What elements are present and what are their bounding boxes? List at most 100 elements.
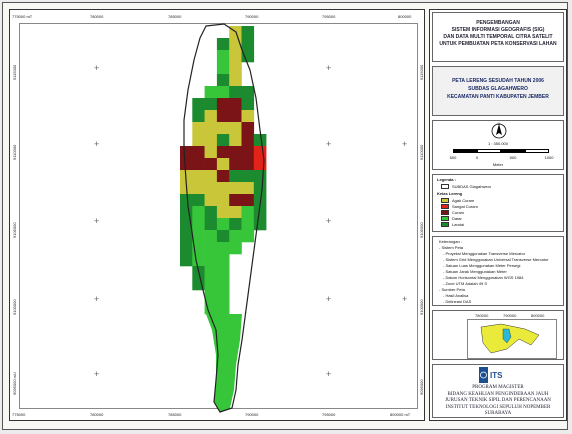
keterangan-line: - Satuan Jarak Menggunakan Meter xyxy=(443,269,507,274)
slope-cell xyxy=(204,170,218,183)
slope-cell xyxy=(241,182,255,195)
slope-cell xyxy=(241,98,255,111)
slope-cell xyxy=(253,146,267,159)
top-tick: 790000 xyxy=(245,14,259,19)
slope-cell xyxy=(204,218,218,231)
slope-cell xyxy=(216,86,230,99)
top-tick: 785000 xyxy=(168,14,182,19)
institution-text: PROGRAM MAGISTER BIDANG KEAHLIAN PENGIND… xyxy=(433,385,563,418)
slope-cell xyxy=(229,158,242,171)
bottom-tick: 785000 xyxy=(168,412,182,417)
legend-swatch xyxy=(441,221,449,227)
slope-cell xyxy=(253,170,267,183)
legend-row: Datar xyxy=(441,215,462,221)
keterangan-line: - Delineasi DAS xyxy=(443,299,472,304)
slope-cell xyxy=(229,98,242,111)
slope-cell xyxy=(204,242,218,255)
slope-cell xyxy=(192,134,205,147)
inset-tick: 780000 xyxy=(475,313,489,318)
slope-cell xyxy=(229,134,242,147)
slope-cell xyxy=(229,170,242,183)
keterangan-line: - Satuan Luas Menggunakan Meter Persegi xyxy=(443,263,521,268)
keterangan-line: - Zone UTM Adalah 49 S xyxy=(443,281,488,286)
legend-label: SUBDAS Glagahwero xyxy=(452,183,492,189)
slope-cell xyxy=(241,134,255,147)
inset-map-box: 780000 790000 800000 xyxy=(432,310,564,360)
slope-cell xyxy=(216,134,230,147)
top-tick: 780000 xyxy=(90,14,104,19)
slope-cell xyxy=(192,158,205,171)
legend-row: Agak Curam xyxy=(441,197,474,203)
grid-cross: + xyxy=(326,139,332,149)
scale-bar-segment xyxy=(525,149,549,153)
bottom-tick: 800000 mT xyxy=(390,412,411,417)
institution-line: PROGRAM MAGISTER xyxy=(472,385,524,390)
institution-line: JURUSAN TEKNIK SIPIL DAN PERENCANAAN xyxy=(445,398,551,403)
slope-cell xyxy=(216,122,230,135)
slope-cell xyxy=(180,194,193,207)
watershed-map xyxy=(180,23,267,413)
slope-cell xyxy=(229,206,242,219)
scale-tick: 500 xyxy=(449,155,457,160)
legend-row-boundary: SUBDAS Glagahwero xyxy=(441,183,491,189)
scale-text: 1 : 350.000 xyxy=(487,141,509,146)
north-scale-box: U 1 : 350.000 500 0 500 1000 Meter xyxy=(432,120,564,170)
slope-cell xyxy=(204,110,218,123)
slope-cell xyxy=(216,110,230,123)
slope-cell xyxy=(216,242,230,255)
scale-bar-segment xyxy=(501,149,525,153)
keterangan-line: - Proyeksi Menggunakan Transverse Mercat… xyxy=(443,251,526,256)
slope-cell xyxy=(204,86,218,99)
slope-cell xyxy=(253,206,267,219)
scale-bar-segment xyxy=(477,149,501,153)
slope-cell xyxy=(241,50,255,63)
legend-label: Agak Curam xyxy=(452,197,475,203)
keterangan-line: Keterangan : xyxy=(439,239,462,244)
slope-cell xyxy=(253,134,267,147)
map-title-box: PETA LERENG SESUDAH TAHUN 2006 SUBDAS GL… xyxy=(432,66,564,116)
bottom-tick: 780000 xyxy=(90,412,104,417)
grid-cross: + xyxy=(94,216,100,226)
grid-cross: + xyxy=(326,369,332,379)
keterangan-box: Keterangan : - Sistem Peta - Proyeksi Me… xyxy=(432,236,564,306)
scale-unit: Meter xyxy=(492,162,504,167)
slope-cell xyxy=(192,122,205,135)
slope-cell xyxy=(206,314,242,412)
slope-cell xyxy=(229,218,242,231)
legend-swatch xyxy=(441,209,449,215)
slope-cell xyxy=(241,26,255,39)
legend-swatch xyxy=(441,215,449,221)
slope-cell xyxy=(216,302,230,315)
institution-line: SURABAYA xyxy=(484,411,512,416)
slope-cell xyxy=(204,194,218,207)
slope-cell xyxy=(180,230,193,243)
slope-cell xyxy=(192,242,205,255)
slope-cell xyxy=(180,206,193,219)
slope-cell xyxy=(216,194,230,207)
slope-cell xyxy=(204,302,218,315)
slope-cell xyxy=(229,62,242,75)
scale-tick: 500 xyxy=(509,155,517,160)
north-label: U xyxy=(497,121,501,126)
institution-box: ITS PROGRAM MAGISTER BIDANG KEAHLIAN PEN… xyxy=(432,364,564,418)
slope-cell xyxy=(241,86,255,99)
legend-label: Curam xyxy=(452,209,465,215)
header-line: PENGEMBANGAN xyxy=(476,20,520,26)
grid-cross: + xyxy=(94,63,100,73)
grid-cross: + xyxy=(94,369,100,379)
keterangan-line: - Datum Horisontal Menggunakan WGS 1984 xyxy=(443,275,524,280)
keterangan-line: - Sumber Peta xyxy=(439,287,465,292)
scale-tick: 1000 xyxy=(544,155,554,160)
slope-cell xyxy=(216,278,230,291)
slope-cell xyxy=(180,254,193,267)
slope-cell xyxy=(216,158,230,171)
keterangan-line: - Hasil Analisa xyxy=(443,293,469,298)
slope-cell xyxy=(204,182,218,195)
map-frame: 775000 mT 780000 785000 790000 795000 80… xyxy=(9,9,425,421)
bottom-tick: 795000 xyxy=(322,412,336,417)
slope-cell xyxy=(241,230,255,243)
slope-cell xyxy=(241,170,255,183)
keterangan-line: - Sistem Grid Menggunakan Universal Tran… xyxy=(443,257,549,262)
slope-cell xyxy=(192,206,205,219)
map-title-line: KECAMATAN PANTI KABUPATEN JEMBER xyxy=(447,94,549,100)
